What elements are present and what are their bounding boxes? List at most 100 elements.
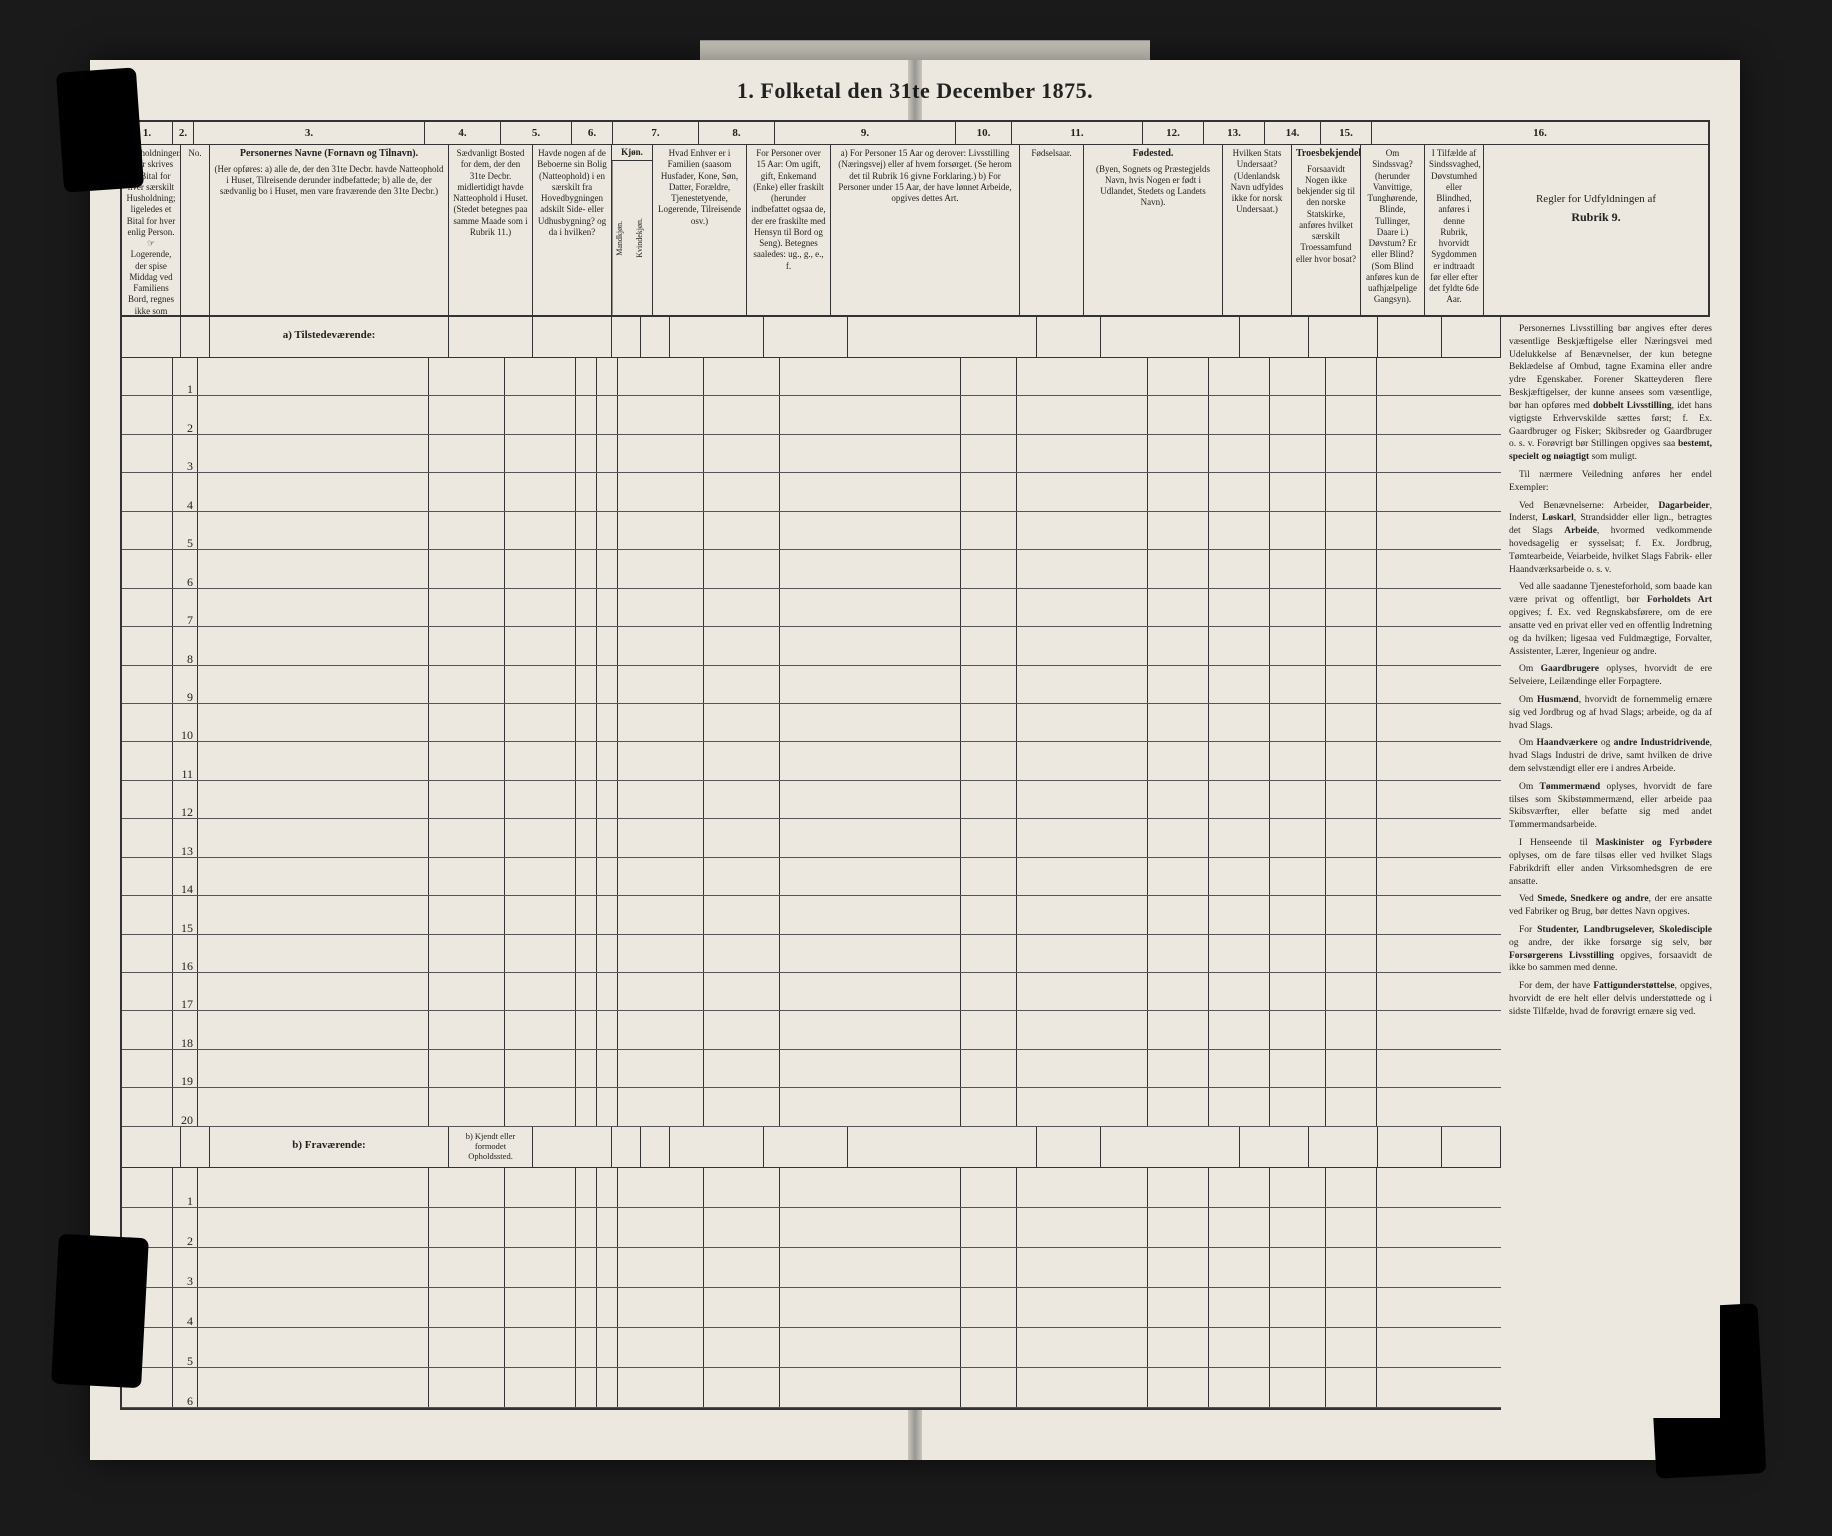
- instruction-paragraph: For Studenter, Landbrugselever, Skoledis…: [1509, 924, 1712, 975]
- census-form-page: 1. Folketal den 31te December 1875. 1. 2…: [90, 60, 1740, 1460]
- column-number-row: 1. 2. 3. 4. 5. 6. 7. 8. 9. 10. 11. 12. 1…: [122, 122, 1708, 145]
- header-6: Kjøn. Mandkjøn. Kvindekjøn.: [612, 145, 653, 315]
- colnum-6: 6.: [572, 122, 613, 144]
- row-number: 2: [173, 396, 198, 433]
- row-number: 3: [173, 435, 198, 472]
- section-b-header: b) Fraværende: b) Kjendt eller formodet …: [122, 1127, 1708, 1168]
- instruction-paragraph: Om Gaardbrugere oplyses, hvorvidt de ere…: [1509, 663, 1712, 689]
- table-row: 6: [122, 1368, 1708, 1408]
- row-number: 12: [173, 781, 198, 818]
- instruction-paragraph: Ved alle saadanne Tjenesteforhold, som b…: [1509, 581, 1712, 658]
- section-a-label: a) Tilstedeværende:: [210, 317, 449, 357]
- header-3-body: (Her opføres: a) alle de, der den 31te D…: [215, 164, 444, 197]
- header-8: For Personer over 15 Aar: Om ugift, gift…: [747, 145, 831, 315]
- row-number: 4: [173, 1288, 198, 1327]
- header-6b: Kvindekjøn.: [633, 161, 653, 315]
- header-12: Hvilken Stats Undersaat? (Udenlandsk Nav…: [1223, 145, 1292, 315]
- row-number: 13: [173, 819, 198, 856]
- colnum-4: 4.: [425, 122, 501, 144]
- header-9: a) For Personer 15 Aar og derover: Livss…: [831, 145, 1020, 315]
- row-number: 11: [173, 742, 198, 779]
- column-headers: Husholdninger. (Her skrives et Bital for…: [122, 145, 1708, 317]
- header-6a: Mandkjøn.: [612, 161, 633, 315]
- table-row: 17: [122, 973, 1708, 1011]
- table-row: 20: [122, 1088, 1708, 1126]
- header-6-title: Kjøn.: [612, 145, 652, 161]
- form-title: 1. Folketal den 31te December 1875.: [90, 60, 1740, 110]
- table-row: 11: [122, 742, 1708, 780]
- header-14: Om Sindssvag? (herunder Vanvittige, Tung…: [1361, 145, 1425, 315]
- header-3: Personernes Navne (Fornavn og Tilnavn). …: [210, 145, 449, 315]
- header-16: Regler for Udfyldningen af Rubrik 9.: [1484, 145, 1708, 315]
- instruction-paragraph: Personernes Livsstilling bør angives eft…: [1509, 323, 1712, 464]
- row-number: 8: [173, 627, 198, 664]
- row-number: 5: [173, 512, 198, 549]
- header-10: Fødselsaar.: [1020, 145, 1084, 315]
- row-number: 16: [173, 935, 198, 972]
- row-number: 4: [173, 473, 198, 510]
- row-number: 19: [173, 1050, 198, 1087]
- row-number: 18: [173, 1011, 198, 1048]
- row-number: 20: [173, 1088, 198, 1125]
- instruction-paragraph: Ved Smede, Snedkere og andre, der ere an…: [1509, 893, 1712, 919]
- row-number: 5: [173, 1328, 198, 1367]
- census-form: 1. 2. 3. 4. 5. 6. 7. 8. 9. 10. 11. 12. 1…: [120, 120, 1710, 1410]
- row-number: 1: [173, 1168, 198, 1207]
- table-row: 5: [122, 1328, 1708, 1368]
- header-11-title: Fødested.: [1088, 148, 1218, 161]
- header-2: No.: [181, 145, 210, 315]
- row-number: 6: [173, 550, 198, 587]
- header-11-body: (Byen, Sognets og Præstegjelds Navn, hvi…: [1096, 164, 1210, 208]
- section-b-label: b) Fraværende:: [210, 1127, 449, 1167]
- table-row: 16: [122, 935, 1708, 973]
- section-b-rows: 123456: [122, 1168, 1708, 1408]
- rules-title: Regler for Udfyldningen af: [1496, 192, 1696, 207]
- instruction-paragraph: Om Haandværkere og andre Industridrivend…: [1509, 737, 1712, 775]
- header-4: Sædvanligt Bosted for dem, der den 31te …: [449, 145, 533, 315]
- colnum-16: 16.: [1372, 122, 1708, 144]
- header-13-title: Troesbekjendelse.: [1296, 148, 1356, 161]
- table-row: 6: [122, 550, 1708, 588]
- row-number: 6: [173, 1368, 198, 1407]
- table-row: 14: [122, 858, 1708, 896]
- table-row: 18: [122, 1011, 1708, 1049]
- row-number: 15: [173, 896, 198, 933]
- section-b-col4: b) Kjendt eller formodet Opholdssted.: [449, 1127, 533, 1167]
- table-row: 1: [122, 358, 1708, 396]
- instruction-paragraph: Om Tømmermænd oplyses, hvorvidt de fare …: [1509, 781, 1712, 832]
- instruction-paragraph: For dem, der have Fattigunderstøttelse, …: [1509, 980, 1712, 1018]
- table-row: 10: [122, 704, 1708, 742]
- row-number: 14: [173, 858, 198, 895]
- row-number: 10: [173, 704, 198, 741]
- table-row: 15: [122, 896, 1708, 934]
- instruction-paragraph: Om Husmænd, hvorvidt de fornemmelig ernæ…: [1509, 694, 1712, 732]
- instruction-paragraph: I Henseende til Maskinister og Fyrbødere…: [1509, 837, 1712, 888]
- section-a-header: a) Tilstedeværende:: [122, 317, 1708, 358]
- colnum-2: 2.: [173, 122, 194, 144]
- table-row: 9: [122, 666, 1708, 704]
- header-15: I Tilfælde af Sindssvaghed, Døvstumhed e…: [1425, 145, 1484, 315]
- colnum-10: 10.: [956, 122, 1012, 144]
- table-row: 1: [122, 1168, 1708, 1208]
- colnum-9: 9.: [775, 122, 956, 144]
- film-clip: [51, 1234, 149, 1389]
- rules-subtitle: Rubrik 9.: [1496, 209, 1696, 225]
- colnum-12: 12.: [1143, 122, 1204, 144]
- table-row: 19: [122, 1050, 1708, 1088]
- instruction-paragraph: Til nærmere Veiledning anføres her endel…: [1509, 469, 1712, 495]
- colnum-11: 11.: [1012, 122, 1143, 144]
- table-row: 3: [122, 1248, 1708, 1288]
- rubrik-9-instructions: Personernes Livsstilling bør angives eft…: [1501, 317, 1720, 1418]
- table-row: 13: [122, 819, 1708, 857]
- colnum-15: 15.: [1321, 122, 1372, 144]
- row-number: 17: [173, 973, 198, 1010]
- header-3-title: Personernes Navne (Fornavn og Tilnavn).: [214, 148, 444, 161]
- colnum-14: 14.: [1265, 122, 1321, 144]
- colnum-5: 5.: [501, 122, 572, 144]
- section-a-rows: 1234567891011121314151617181920: [122, 358, 1708, 1127]
- header-11: Fødested. (Byen, Sognets og Præstegjelds…: [1084, 145, 1223, 315]
- table-row: 3: [122, 435, 1708, 473]
- header-5: Havde nogen af de Beboerne sin Bolig (Na…: [533, 145, 612, 315]
- colnum-8: 8.: [699, 122, 775, 144]
- film-clip: [56, 67, 144, 192]
